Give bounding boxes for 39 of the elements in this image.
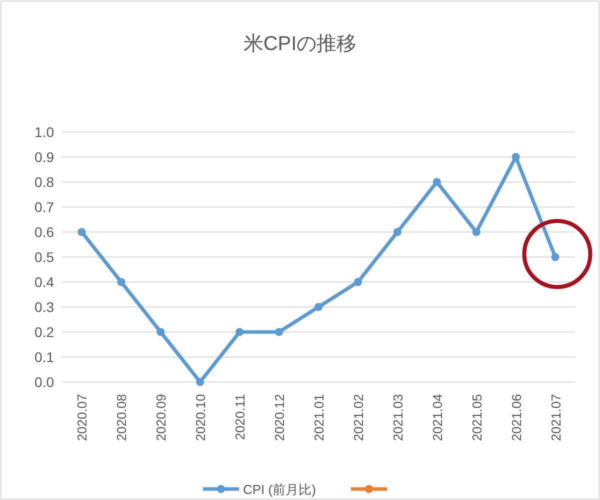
y-tick-label: 0.6 <box>34 224 54 240</box>
point <box>117 278 126 286</box>
x-tick-label: 2020.11 <box>232 394 248 440</box>
y-tick-label: 0.7 <box>34 199 54 215</box>
x-tick-label: 2021.04 <box>430 394 445 441</box>
x-tick-label: 2020.08 <box>114 394 130 441</box>
y-tick-label: 0.9 <box>34 149 54 165</box>
point <box>551 253 560 261</box>
y-tick-label: 0.3 <box>34 299 54 315</box>
y-tick-label: 0.5 <box>34 249 54 265</box>
y-tick-label: 1.0 <box>34 124 54 140</box>
y-tick-label: 0.1 <box>34 349 54 365</box>
x-tick-label: 2021.02 <box>350 394 366 441</box>
point <box>354 278 362 286</box>
point <box>78 228 86 236</box>
x-tick-label: 2021.03 <box>390 394 406 441</box>
chart-title: 米CPIの推移 <box>243 33 357 55</box>
x-tick-label: 2021.01 <box>312 394 326 441</box>
x-tick-label: 2020.09 <box>154 394 169 441</box>
x-tick-label: 2021.05 <box>469 394 484 441</box>
legend-label: CPI (前月比) <box>243 482 316 497</box>
x-tick-label: 2021.07 <box>548 394 564 441</box>
point <box>314 303 322 311</box>
point <box>196 378 204 386</box>
point <box>472 228 480 236</box>
x-tick-label: 2020.10 <box>193 394 208 441</box>
y-tick-label: 0.0 <box>34 374 54 390</box>
x-tick-label: 2021.06 <box>508 394 524 441</box>
point <box>512 153 520 161</box>
y-tick-label: 0.4 <box>34 274 54 290</box>
y-tick-label: 0.2 <box>34 324 54 340</box>
y-tick-label: 0.8 <box>34 174 54 190</box>
point <box>236 328 244 336</box>
x-tick-label: 2020.12 <box>272 394 288 441</box>
point <box>275 328 284 336</box>
point <box>432 178 441 186</box>
x-tick-label: 2020.07 <box>74 394 90 441</box>
point <box>393 228 402 236</box>
point <box>156 328 165 336</box>
